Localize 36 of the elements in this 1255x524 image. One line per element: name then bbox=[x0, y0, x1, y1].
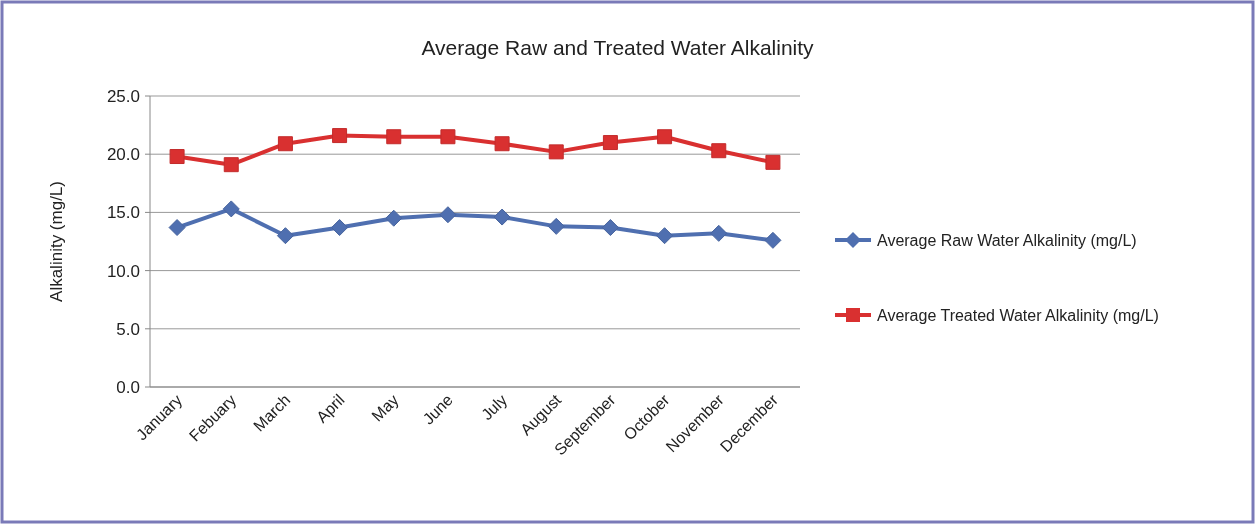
x-tick-label: May bbox=[368, 391, 402, 425]
point bbox=[710, 224, 728, 242]
point bbox=[276, 227, 294, 245]
chart-title: Average Raw and Treated Water Alkalinity bbox=[421, 36, 815, 59]
y-tick-label: 25.0 bbox=[106, 87, 140, 106]
point bbox=[223, 157, 239, 173]
point bbox=[277, 136, 293, 152]
y-tick-label: 5.0 bbox=[116, 319, 140, 339]
point bbox=[711, 143, 727, 159]
point bbox=[764, 231, 782, 249]
point bbox=[765, 154, 781, 170]
point bbox=[656, 227, 674, 245]
point bbox=[439, 206, 457, 224]
point bbox=[168, 219, 186, 237]
point bbox=[169, 149, 185, 165]
point bbox=[494, 136, 510, 152]
point bbox=[332, 128, 348, 144]
point bbox=[657, 129, 673, 145]
legend-label: Average Raw Water Alkalinity (mg/L) bbox=[877, 232, 1137, 249]
point bbox=[547, 217, 565, 235]
point bbox=[440, 129, 456, 145]
point bbox=[493, 208, 511, 226]
y-tick-label: 20.0 bbox=[106, 145, 140, 165]
legend-label: Average Treated Water Alkalinity (mg/L) bbox=[877, 307, 1159, 324]
x-tick-label: July bbox=[478, 391, 511, 424]
point bbox=[601, 219, 619, 237]
y-tick-label: 0.0 bbox=[116, 378, 140, 397]
point bbox=[331, 219, 349, 237]
y-tick-label: 10.0 bbox=[106, 261, 140, 281]
y-axis-title: Alkalinity (mg/L) bbox=[47, 181, 66, 302]
point bbox=[602, 135, 618, 151]
point bbox=[386, 129, 402, 145]
point bbox=[548, 144, 564, 160]
y-tick-label: 15.0 bbox=[106, 203, 140, 223]
point bbox=[222, 200, 240, 218]
point bbox=[385, 209, 403, 227]
